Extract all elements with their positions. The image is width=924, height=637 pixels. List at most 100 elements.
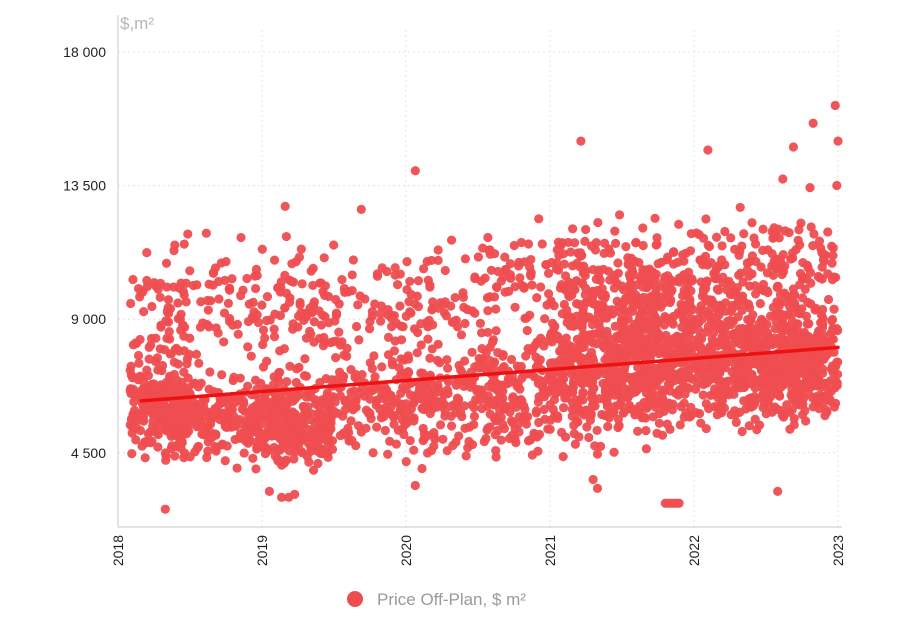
data-point	[246, 351, 256, 361]
data-point	[348, 405, 358, 415]
data-point	[641, 425, 651, 436]
data-point	[804, 319, 814, 329]
data-point	[806, 222, 816, 232]
data-point	[500, 252, 510, 262]
data-point	[604, 371, 614, 381]
data-point	[581, 330, 591, 340]
data-point	[737, 305, 747, 316]
data-point	[433, 255, 443, 266]
data-point	[329, 406, 339, 416]
data-point	[290, 431, 301, 441]
data-point	[833, 136, 843, 146]
data-point	[797, 293, 808, 303]
data-point	[491, 304, 501, 314]
data-point	[552, 258, 562, 268]
data-point	[139, 383, 149, 393]
data-point	[805, 379, 815, 389]
data-point	[703, 145, 713, 155]
data-point	[320, 434, 330, 445]
data-point	[833, 369, 843, 379]
data-point	[686, 286, 696, 296]
data-point	[300, 354, 310, 364]
data-point	[555, 283, 566, 293]
data-point	[188, 280, 198, 291]
data-point	[789, 420, 799, 430]
data-point	[511, 438, 521, 448]
data-point	[798, 272, 808, 282]
data-point	[803, 263, 813, 273]
data-point	[588, 286, 598, 296]
data-point	[828, 243, 838, 253]
legend[interactable]: Price Off-Plan, $ m²	[347, 590, 526, 609]
data-point	[153, 284, 163, 294]
data-point	[648, 291, 658, 301]
data-point	[270, 309, 280, 319]
data-point	[170, 240, 180, 250]
data-point	[808, 240, 818, 251]
data-point	[781, 290, 791, 301]
data-point	[786, 363, 796, 373]
data-point	[791, 355, 802, 366]
data-point	[395, 301, 405, 311]
data-point	[700, 293, 710, 304]
data-point	[348, 255, 358, 265]
data-point	[313, 458, 323, 469]
data-point	[133, 350, 144, 361]
data-point	[609, 379, 619, 389]
data-point	[204, 322, 214, 332]
data-point	[614, 210, 625, 220]
data-point	[310, 399, 321, 409]
data-point	[140, 453, 150, 463]
data-point	[446, 421, 457, 431]
data-point	[703, 321, 713, 332]
data-point	[696, 362, 707, 372]
data-point	[593, 217, 603, 228]
data-point	[423, 334, 433, 344]
data-point	[604, 413, 614, 423]
data-point	[616, 332, 627, 342]
data-point	[594, 393, 605, 404]
data-point	[416, 319, 426, 329]
data-point	[299, 433, 309, 444]
data-point	[291, 377, 301, 388]
data-point	[505, 270, 515, 280]
data-point	[752, 376, 762, 386]
data-point	[179, 367, 189, 377]
data-point	[469, 411, 480, 422]
data-point	[828, 250, 838, 261]
data-point	[562, 305, 572, 315]
data-point	[316, 320, 327, 330]
data-point	[173, 298, 183, 308]
data-point	[509, 240, 519, 251]
data-point	[653, 318, 663, 328]
data-point	[211, 429, 221, 439]
data-point	[301, 311, 311, 321]
data-point	[659, 386, 670, 396]
data-point	[694, 325, 704, 335]
data-point	[162, 420, 172, 430]
data-point	[273, 283, 283, 293]
data-point	[571, 376, 581, 386]
data-point	[166, 349, 176, 359]
data-point	[396, 370, 406, 380]
data-point	[405, 390, 416, 400]
data-point	[244, 299, 254, 309]
data-point	[309, 317, 319, 327]
data-point	[588, 393, 598, 403]
data-point	[315, 377, 325, 388]
data-point	[142, 365, 152, 375]
data-point	[763, 287, 773, 298]
data-point	[762, 343, 772, 353]
data-point	[439, 399, 449, 409]
data-point	[674, 498, 684, 508]
data-point	[460, 254, 470, 264]
data-point	[179, 424, 189, 434]
data-point	[275, 367, 285, 378]
data-point	[745, 281, 755, 291]
data-point	[126, 298, 136, 309]
data-point	[640, 321, 650, 332]
data-point	[600, 387, 610, 397]
data-point	[266, 431, 276, 441]
data-point	[251, 283, 261, 294]
data-point	[282, 377, 292, 387]
